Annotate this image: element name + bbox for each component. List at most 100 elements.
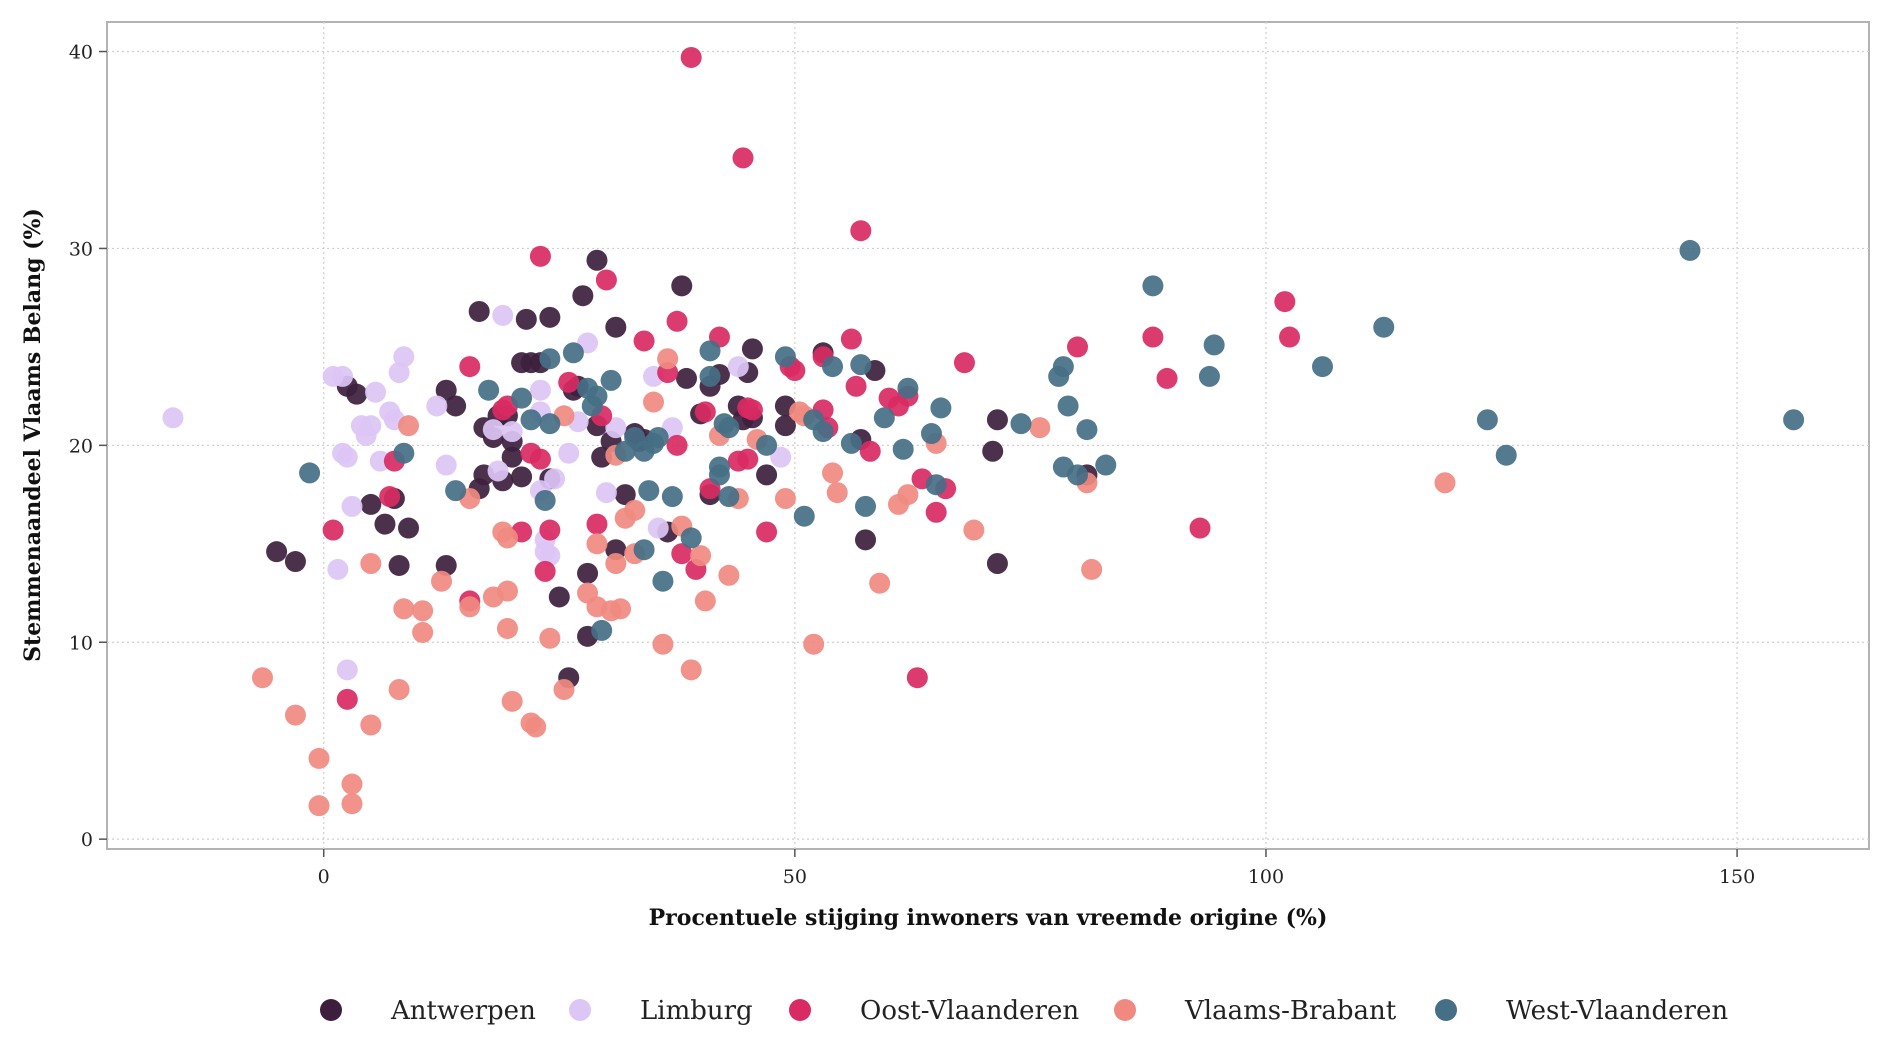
point-antwerpen — [774, 415, 796, 437]
point-oost-vlaanderen — [840, 328, 862, 350]
point-oost-vlaanderen — [1067, 336, 1089, 358]
point-limburg — [544, 468, 566, 490]
point-west-vlaanderen — [1679, 239, 1701, 261]
point-west-vlaanderen — [873, 407, 895, 429]
point-west-vlaanderen — [699, 340, 721, 362]
point-vlaams-brabant — [652, 633, 674, 655]
legend-key-limburg — [569, 999, 591, 1021]
point-vlaams-brabant — [680, 659, 702, 681]
point-antwerpen — [284, 551, 306, 573]
point-west-vlaanderen — [1067, 464, 1089, 486]
point-vlaams-brabant — [308, 795, 330, 817]
point-west-vlaanderen — [855, 495, 877, 517]
point-oost-vlaanderen — [756, 521, 778, 543]
point-antwerpen — [605, 316, 627, 338]
point-oost-vlaanderen — [666, 310, 688, 332]
x-axis-title: Procentuele stijging inwoners van vreemd… — [649, 905, 1328, 931]
point-west-vlaanderen — [539, 413, 561, 435]
point-west-vlaanderen — [1010, 413, 1032, 435]
y-tick-label: 20 — [69, 435, 93, 457]
point-vlaams-brabant — [496, 527, 518, 549]
point-vlaams-brabant — [412, 600, 434, 622]
y-tick-label: 30 — [69, 238, 93, 260]
point-oost-vlaanderen — [1156, 367, 1178, 389]
point-antwerpen — [675, 367, 697, 389]
legend-key-vlaams-brabant — [1114, 999, 1136, 1021]
point-west-vlaanderen — [1203, 334, 1225, 356]
point-vlaams-brabant — [822, 462, 844, 484]
point-antwerpen — [614, 484, 636, 506]
legend-label-limburg: Limburg — [640, 996, 753, 1026]
point-vlaams-brabant — [430, 570, 452, 592]
point-oost-vlaanderen — [1279, 326, 1301, 348]
point-limburg — [492, 304, 514, 326]
point-west-vlaanderen — [840, 432, 862, 454]
x-tick-label: 150 — [1719, 866, 1755, 888]
point-oost-vlaanderen — [680, 46, 702, 68]
point-vlaams-brabant — [360, 714, 382, 736]
point-vlaams-brabant — [605, 552, 627, 574]
point-limburg — [605, 417, 627, 439]
point-antwerpen — [374, 513, 396, 535]
point-west-vlaanderen — [393, 442, 415, 464]
legend: Antwerpen Limburg Oost-Vlaanderen Vlaams-Br… — [320, 996, 1728, 1026]
point-west-vlaanderen — [1783, 409, 1805, 431]
point-oost-vlaanderen — [529, 245, 551, 267]
point-west-vlaanderen — [718, 417, 740, 439]
point-oost-vlaanderen — [845, 375, 867, 397]
point-west-vlaanderen — [892, 438, 914, 460]
point-west-vlaanderen — [718, 486, 740, 508]
x-tick-label: 0 — [318, 866, 330, 888]
point-oost-vlaanderen — [925, 501, 947, 523]
point-oost-vlaanderen — [906, 667, 928, 689]
point-west-vlaanderen — [534, 489, 556, 511]
point-west-vlaanderen — [638, 480, 660, 502]
point-vlaams-brabant — [459, 596, 481, 618]
point-limburg — [360, 415, 382, 437]
point-limburg — [770, 446, 792, 468]
point-oost-vlaanderen — [850, 220, 872, 242]
point-west-vlaanderen — [478, 379, 500, 401]
point-west-vlaanderen — [586, 385, 608, 407]
point-vlaams-brabant — [963, 519, 985, 541]
point-oost-vlaanderen — [595, 269, 617, 291]
point-antwerpen — [435, 379, 457, 401]
point-west-vlaanderen — [445, 480, 467, 502]
point-west-vlaanderen — [633, 539, 655, 561]
point-limburg — [332, 365, 354, 387]
y-tick-label: 10 — [69, 632, 93, 654]
point-antwerpen — [982, 440, 1004, 462]
point-antwerpen — [577, 562, 599, 584]
point-vlaams-brabant — [393, 598, 415, 620]
point-limburg — [341, 495, 363, 517]
point-vlaams-brabant — [643, 391, 665, 413]
point-west-vlaanderen — [1142, 275, 1164, 297]
point-antwerpen — [671, 275, 693, 297]
point-limburg — [393, 346, 415, 368]
point-limburg — [539, 545, 561, 567]
legend-label-west-vlaanderen: West-Vlaanderen — [1506, 996, 1728, 1026]
point-west-vlaanderen — [1095, 454, 1117, 476]
x-tick-label: 100 — [1248, 866, 1284, 888]
point-antwerpen — [986, 552, 1008, 574]
point-limburg — [647, 517, 669, 539]
point-oost-vlaanderen — [737, 448, 759, 470]
point-limburg — [727, 356, 749, 378]
point-limburg — [388, 361, 410, 383]
legend-key-oost-vlaanderen — [789, 999, 811, 1021]
point-antwerpen — [855, 529, 877, 551]
point-oost-vlaanderen — [322, 519, 344, 541]
point-vlaams-brabant — [360, 552, 382, 574]
point-limburg — [426, 395, 448, 417]
point-limburg — [336, 659, 358, 681]
axis-ticks: 0 50 100 150 0 10 20 30 40 — [69, 42, 1755, 888]
point-vlaams-brabant — [826, 482, 848, 504]
point-antwerpen — [756, 464, 778, 486]
point-oost-vlaanderen — [1189, 517, 1211, 539]
point-oost-vlaanderen — [586, 513, 608, 535]
point-west-vlaanderen — [1495, 444, 1517, 466]
legend-label-oost-vlaanderen: Oost-Vlaanderen — [860, 996, 1079, 1026]
point-vlaams-brabant — [251, 667, 273, 689]
point-limburg — [558, 442, 580, 464]
point-west-vlaanderen — [850, 354, 872, 376]
